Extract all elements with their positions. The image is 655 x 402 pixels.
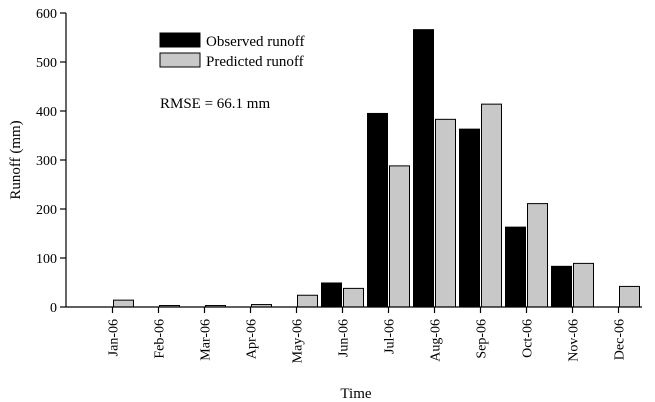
x-tick-label: Aug-06 (429, 319, 444, 362)
predicted-bar-dec-06 (619, 285, 640, 308)
observed-bar-sep-06 (459, 128, 480, 308)
rmse-annotation: RMSE = 66.1 mm (160, 96, 270, 112)
x-tick-label: Apr-06 (245, 319, 260, 359)
x-tick-label: Mar-06 (199, 319, 214, 361)
y-tick-label: 300 (36, 154, 57, 169)
legend-label-predicted: Predicted runoff (206, 54, 304, 70)
legend: Observed runoff Predicted runoff (159, 32, 304, 70)
y-axis-label: Runoff (mm) (8, 120, 24, 199)
observed-bar-nov-06 (551, 265, 572, 308)
legend-swatch-observed (159, 32, 201, 48)
predicted-bar-may-06 (297, 294, 318, 308)
legend-swatch-predicted (159, 52, 201, 68)
legend-label-observed: Observed runoff (206, 34, 304, 50)
x-tick-label: Feb-06 (153, 319, 168, 359)
predicted-bar-nov-06 (573, 262, 594, 308)
y-tick-label: 0 (50, 301, 57, 316)
y-axis: 0 100 200 300 400 500 600 (36, 7, 67, 316)
x-tick-label: Jun-06 (337, 319, 352, 357)
observed-bar-jun-06 (321, 282, 342, 308)
x-tick-label: Nov-06 (567, 319, 582, 362)
y-tick-label: 500 (36, 56, 57, 71)
plot-area (113, 29, 640, 308)
predicted-bar-aug-06 (435, 118, 456, 308)
predicted-bar-jun-06 (343, 287, 364, 308)
y-tick-label: 100 (36, 252, 57, 267)
predicted-bar-oct-06 (527, 203, 548, 308)
x-tick-label: May-06 (291, 319, 306, 363)
predicted-bar-jan-06 (113, 299, 134, 308)
x-tick-label: Oct-06 (521, 319, 536, 358)
y-tick-label: 200 (36, 203, 57, 218)
observed-bar-aug-06 (413, 29, 434, 308)
observed-bar-jul-06 (367, 112, 388, 308)
x-tick-label: Sep-06 (475, 319, 490, 359)
y-tick-label: 400 (36, 105, 57, 120)
predicted-bar-jul-06 (389, 165, 410, 308)
x-tick-label: Jul-06 (383, 319, 398, 354)
y-tick-label: 600 (36, 7, 57, 22)
x-axis: Jan-06 Feb-06 Mar-06 Apr-06 May-06 Jun-06 Jul-… (66, 306, 642, 363)
predicted-bar-sep-06 (481, 103, 502, 308)
x-tick-label: Jan-06 (107, 319, 122, 356)
x-tick-label: Dec-06 (613, 319, 628, 360)
x-axis-label: Time (340, 386, 371, 402)
observed-bar-oct-06 (505, 226, 526, 308)
